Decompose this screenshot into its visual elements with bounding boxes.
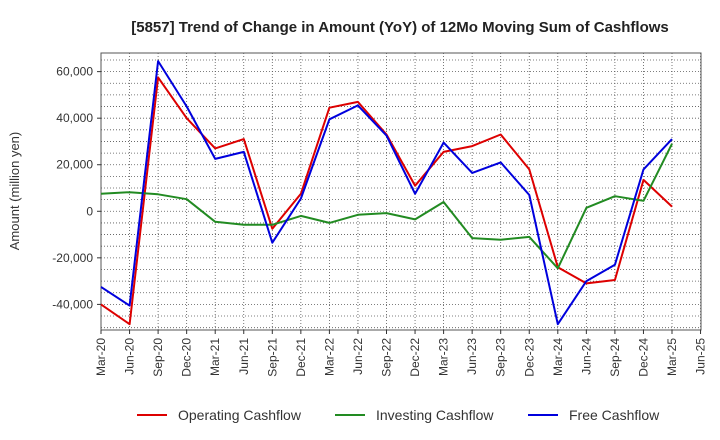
x-tick-label: Jun-20 — [123, 338, 137, 375]
x-axis-ticks: Mar-20 Jun-20 Sep-20 Dec-20 Mar-21 Jun-21 Sep-… — [94, 330, 708, 377]
x-tick-label: Dec-22 — [408, 338, 422, 377]
legend: Operating Cashflow Investing Cashflow Free… — [137, 407, 660, 423]
x-tick-label: Dec-20 — [180, 338, 194, 377]
free-cashflow-legend-label: Free Cashflow — [569, 407, 660, 423]
x-tick-label: Jun-23 — [465, 338, 479, 375]
y-axis-label: Amount (million yen) — [7, 132, 22, 251]
x-tick-label: Sep-23 — [494, 338, 508, 377]
x-tick-label: Mar-23 — [437, 338, 451, 376]
chart-title: [5857] Trend of Change in Amount (YoY) o… — [131, 19, 669, 36]
y-tick-label: -40,000 — [52, 297, 93, 311]
x-tick-label: Jun-21 — [237, 338, 251, 375]
x-tick-label: Mar-21 — [208, 338, 222, 376]
x-tick-label: Jun-22 — [351, 338, 365, 375]
y-axis-ticks: -40,000 -20,000 0 20,000 40,000 60,000 — [52, 65, 101, 311]
x-tick-label: Mar-20 — [94, 338, 108, 376]
x-tick-label: Sep-24 — [608, 338, 622, 377]
y-tick-label: 60,000 — [56, 65, 93, 79]
x-tick-label: Dec-24 — [636, 338, 650, 377]
y-tick-label: 40,000 — [56, 111, 93, 125]
x-tick-label: Sep-22 — [380, 338, 394, 377]
x-tick-label: Dec-21 — [294, 338, 308, 377]
y-tick-label: 0 — [86, 204, 93, 218]
investing-cashflow-series-line — [100, 143, 673, 270]
investing-cashflow-legend-label: Investing Cashflow — [376, 407, 494, 423]
x-tick-label: Jun-25 — [694, 338, 708, 375]
x-tick-label: Jun-24 — [579, 338, 593, 375]
x-tick-label: Mar-25 — [665, 338, 679, 376]
y-tick-label: -20,000 — [52, 251, 93, 265]
x-tick-label: Sep-20 — [151, 338, 165, 377]
x-tick-label: Mar-24 — [551, 338, 565, 376]
grid-layer — [101, 53, 701, 330]
x-tick-label: Mar-22 — [322, 338, 336, 376]
x-tick-label: Dec-23 — [522, 338, 536, 377]
series-layer — [100, 60, 673, 326]
x-tick-label: Sep-21 — [265, 338, 279, 377]
operating-cashflow-legend-label: Operating Cashflow — [178, 407, 302, 423]
free-cashflow-series-line — [100, 60, 673, 326]
y-tick-label: 20,000 — [56, 158, 93, 172]
plot-frame — [100, 52, 702, 331]
